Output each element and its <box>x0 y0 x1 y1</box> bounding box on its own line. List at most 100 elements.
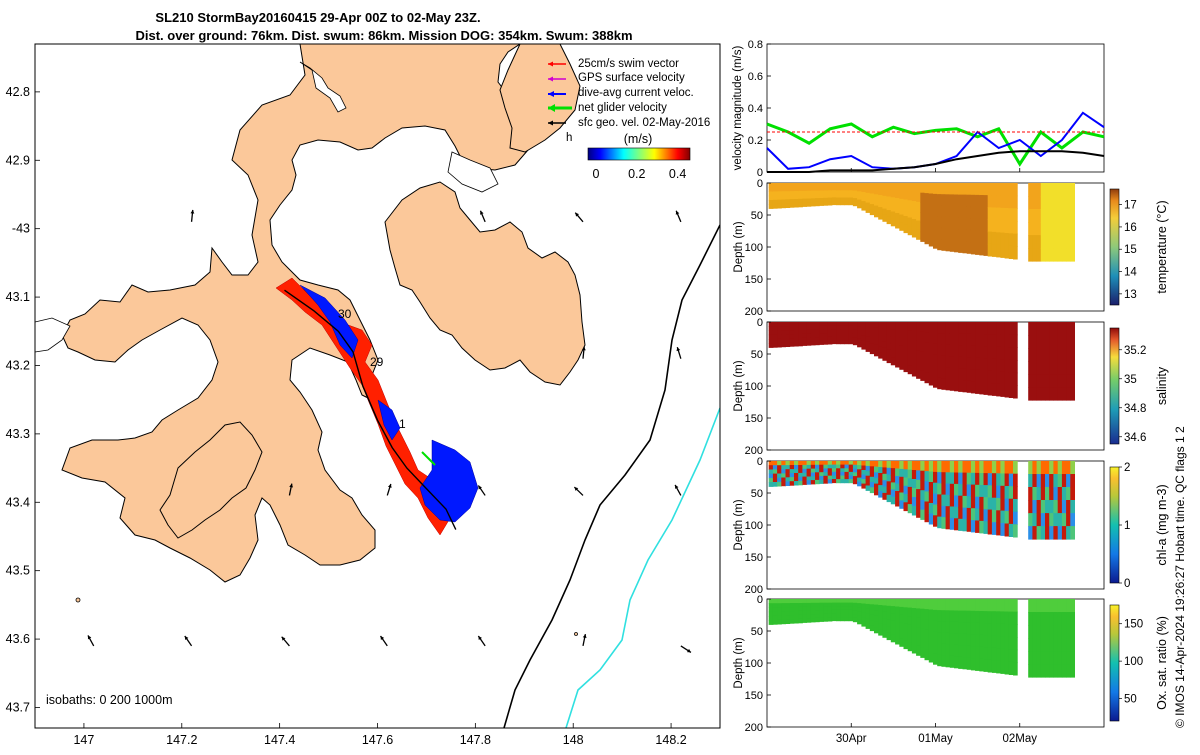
section-data-cell <box>844 193 850 198</box>
legend-gps-velocity: GPS surface velocity <box>578 72 685 84</box>
section-data-cell <box>861 205 867 211</box>
section-data-cell <box>966 484 972 497</box>
section-data-cell <box>802 198 808 203</box>
section-data-cell <box>1066 348 1071 362</box>
section-data-cell <box>886 461 892 469</box>
section-data-cell <box>962 183 968 196</box>
section-data-cell <box>987 659 993 673</box>
section-data-cell <box>789 481 795 486</box>
section-data-cell <box>949 205 955 218</box>
section-data-cell <box>777 326 782 331</box>
section-data-cell <box>958 484 963 497</box>
section-data-cell <box>937 238 942 251</box>
section-data-cell <box>979 634 984 648</box>
section-data-cell <box>815 190 820 195</box>
section-data-cell <box>785 191 791 196</box>
section-data-cell <box>823 183 829 188</box>
section-data-cell <box>1070 625 1075 639</box>
section-data-cell <box>1053 513 1059 527</box>
section-data-cell <box>882 353 888 361</box>
section-data-cell <box>895 483 900 492</box>
legend-gps-arrowhead <box>548 76 553 82</box>
section-data-cell <box>1008 220 1014 234</box>
section-data-cell <box>806 610 812 615</box>
section-data-cell <box>945 472 951 485</box>
section-data-cell <box>1028 625 1033 639</box>
section-data-cell <box>1032 513 1038 527</box>
section-data-cell <box>848 183 854 188</box>
section-data-cell <box>772 620 778 625</box>
section-data-cell <box>1032 625 1038 639</box>
section-data-cell <box>928 235 934 247</box>
section-data-cell <box>979 381 984 395</box>
section-data-cell <box>882 611 888 619</box>
section-data-cell <box>899 353 904 362</box>
section-data-cell <box>949 621 955 634</box>
section-data-cell <box>924 372 930 384</box>
section-data-cell <box>1008 372 1014 386</box>
section-data-cell <box>810 186 816 192</box>
section-data-cell <box>920 490 925 501</box>
section-data-cell <box>794 342 799 347</box>
section-data-cell <box>1036 348 1042 362</box>
section-data-cell <box>937 377 942 390</box>
section-data-cell <box>1070 474 1075 488</box>
colorbar-tick-label: 1 <box>1124 520 1130 532</box>
section-data-cell <box>975 369 980 382</box>
colorbar-tick-label: 13 <box>1124 289 1137 301</box>
section-data-cell <box>831 479 837 484</box>
section-data-cell <box>1013 624 1018 638</box>
section-data-cell <box>878 461 883 468</box>
section-data-cell <box>848 613 854 618</box>
section-data-cell <box>819 340 824 345</box>
section-data-cell <box>949 228 955 241</box>
section-data-cell <box>991 346 997 360</box>
section-data-cell <box>962 495 968 508</box>
section-data-cell <box>920 192 925 203</box>
speed-colorbar-gradient <box>587 147 691 161</box>
section-data-cell <box>928 482 934 493</box>
section-data-cell <box>1040 638 1046 652</box>
section-data-cell <box>890 496 896 505</box>
section-data-cell <box>861 461 867 466</box>
section-data-cell <box>865 331 871 338</box>
section-data-cell <box>844 464 850 469</box>
section-data-cell <box>768 195 774 201</box>
section-data-cell <box>823 468 829 473</box>
section-data-cell <box>1004 649 1010 662</box>
section-data-cell <box>1032 335 1038 349</box>
section-data-cell <box>899 500 904 509</box>
section-data-cell <box>920 608 925 619</box>
section-data-cell <box>958 368 963 381</box>
section-data-cell <box>777 615 782 621</box>
section-data-cell <box>949 472 955 485</box>
section-data-cell <box>1049 387 1054 401</box>
section-data-cell <box>1045 612 1050 626</box>
section-data-cell <box>928 651 934 663</box>
section-data-cell <box>785 611 791 616</box>
section-data-cell <box>823 194 829 199</box>
section-data-cell <box>789 183 795 188</box>
section-data-cell <box>785 199 791 204</box>
section-data-cell <box>785 473 791 478</box>
section-data-cell <box>991 485 997 499</box>
section-data-cell <box>836 613 841 618</box>
section-data-cell <box>802 606 808 612</box>
section-colorbar <box>1109 327 1120 445</box>
section-data-cell <box>1053 183 1059 197</box>
section-data-cell <box>886 494 892 503</box>
section-data-cell <box>840 468 845 473</box>
section-data-cell <box>945 355 951 368</box>
section-data-cell <box>899 630 904 639</box>
section-data-cell <box>1028 487 1033 501</box>
sfc-geo-vector <box>582 634 587 647</box>
section-data-cell <box>772 322 778 327</box>
section-data-cell <box>802 461 808 466</box>
section-data-cell <box>941 599 947 611</box>
section-data-cell <box>996 359 1001 372</box>
section-data-cell <box>983 509 989 522</box>
section-data-cell <box>907 633 913 643</box>
section-data-cell <box>1004 661 1010 675</box>
section-data-cell <box>1000 346 1006 360</box>
section-data-cell <box>785 477 791 482</box>
